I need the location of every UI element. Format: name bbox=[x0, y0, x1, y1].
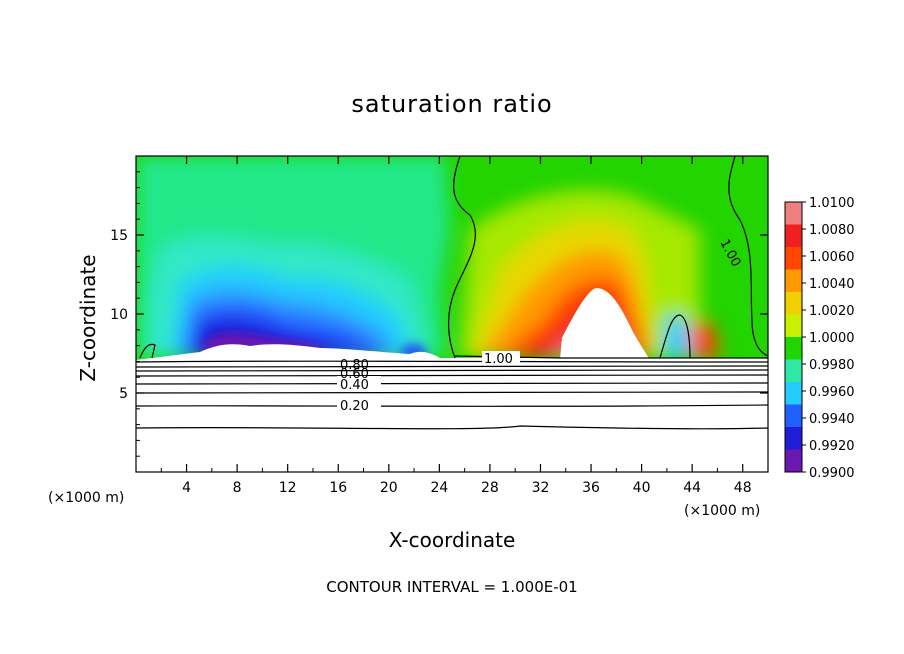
x-tick-label-3: 16 bbox=[329, 480, 347, 496]
contour-label-0-40: 0.40 bbox=[340, 378, 369, 393]
colorbar-swatch-6 bbox=[785, 337, 802, 360]
x-unit-label-left: (×1000 m) bbox=[48, 490, 125, 506]
contour-label-0-20: 0.20 bbox=[340, 399, 369, 414]
x-axis-label: X-coordinate bbox=[388, 528, 516, 552]
x-tick-label-1: 8 bbox=[233, 480, 242, 496]
contour-interval-note: CONTOUR INTERVAL = 1.000E-01 bbox=[326, 578, 578, 596]
colorbar-label-5: 1.0000 bbox=[809, 331, 855, 346]
x-axis-ticks: 4 8 12 16 20 24 28 32 36 40 44 48 bbox=[160, 156, 752, 496]
colorbar-swatch-11 bbox=[785, 449, 802, 473]
x-tick-label-4: 20 bbox=[380, 480, 398, 496]
colorbar-label-9: 0.9920 bbox=[809, 439, 855, 454]
x-tick-label-7: 32 bbox=[532, 480, 550, 496]
colorbar: 1.0100 1.0080 1.0060 1.0040 1.0020 1.0000 0.99… bbox=[784, 196, 855, 481]
colorbar-swatch-7 bbox=[785, 359, 802, 383]
colorbar-label-10: 0.9900 bbox=[809, 466, 855, 481]
y-tick-label-2: 15 bbox=[110, 228, 128, 244]
colorbar-swatch-0 bbox=[785, 202, 802, 225]
y-axis-ticks: 5 10 15 bbox=[110, 171, 768, 457]
contour-label-0-80: 0.80 bbox=[340, 358, 369, 373]
colorbar-label-0: 1.0100 bbox=[809, 196, 855, 211]
colorbar-swatch-1 bbox=[785, 224, 802, 248]
colorbar-swatch-5 bbox=[785, 314, 802, 338]
colorbar-swatch-9 bbox=[785, 404, 802, 428]
contour-label-1-00-base: 1.00 bbox=[484, 352, 513, 367]
x-tick-label-11: 48 bbox=[734, 480, 752, 496]
colorbar-label-8: 0.9940 bbox=[809, 412, 855, 427]
x-tick-label-5: 24 bbox=[430, 480, 448, 496]
x-tick-label-0: 4 bbox=[182, 480, 191, 496]
x-tick-label-9: 40 bbox=[633, 480, 651, 496]
colorbar-swatch-4 bbox=[785, 292, 802, 315]
colorbar-label-4: 1.0020 bbox=[809, 304, 855, 319]
colorbar-label-2: 1.0060 bbox=[809, 250, 855, 265]
colorbar-label-6: 0.9980 bbox=[809, 358, 855, 373]
colorbar-swatch-3 bbox=[785, 269, 802, 293]
colorbar-swatch-8 bbox=[785, 382, 802, 405]
x-tick-label-6: 28 bbox=[481, 480, 499, 496]
y-tick-label-0: 5 bbox=[119, 386, 128, 402]
chart-title: saturation ratio bbox=[351, 90, 553, 118]
colorbar-label-3: 1.0040 bbox=[809, 277, 855, 292]
y-tick-label-1: 10 bbox=[110, 307, 128, 323]
colorbar-swatch-2 bbox=[785, 247, 802, 270]
contour-label-0-60: 0.60 bbox=[340, 367, 369, 382]
x-tick-label-10: 44 bbox=[683, 480, 701, 496]
x-tick-label-8: 36 bbox=[582, 480, 600, 496]
x-unit-label-right: (×1000 m) bbox=[684, 503, 761, 519]
colorbar-label-7: 0.9960 bbox=[809, 385, 855, 400]
x-tick-label-2: 12 bbox=[279, 480, 297, 496]
colorbar-label-1: 1.0080 bbox=[809, 223, 855, 238]
saturation-field bbox=[136, 156, 768, 472]
colorbar-swatch-10 bbox=[785, 427, 802, 450]
